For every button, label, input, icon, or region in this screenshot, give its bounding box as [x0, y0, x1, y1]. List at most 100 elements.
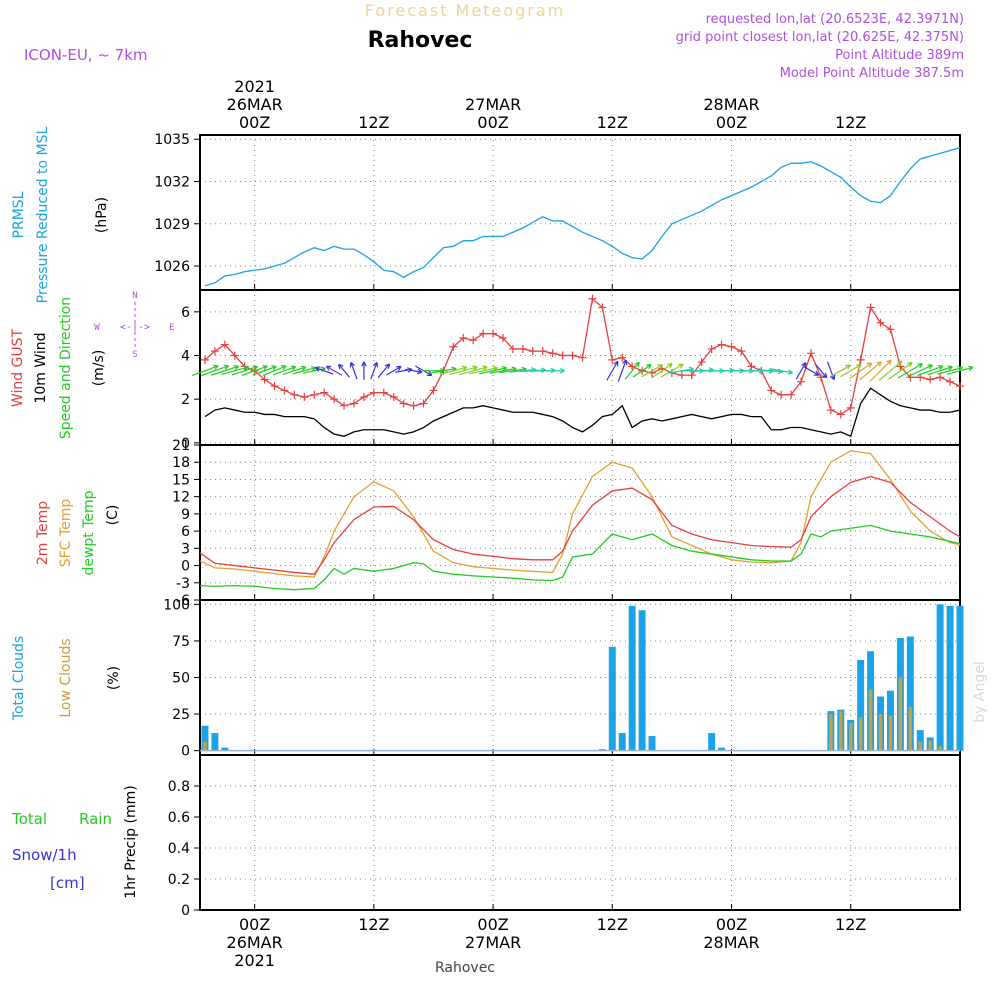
total-cloud-bar — [628, 605, 636, 751]
wind-arrow — [617, 359, 628, 382]
time-tick-label-bottom: 00Z — [239, 915, 270, 934]
wind-arrow — [386, 365, 402, 376]
app-title: Forecast Meteogram — [365, 1, 565, 20]
wind-arrow — [660, 363, 684, 378]
wind-arrow — [262, 365, 287, 377]
gust-point — [489, 329, 498, 338]
dewpt-line — [199, 524, 961, 591]
gust-point — [538, 347, 547, 356]
compass-e: E — [169, 323, 174, 333]
wind-arrow — [802, 365, 820, 376]
total-cloud-bar — [618, 733, 626, 751]
precip-ytick-label: 0.2 — [168, 872, 190, 888]
pressure-ytick-label: 1029 — [154, 217, 190, 233]
gust-point — [946, 377, 955, 386]
wind-arrow — [907, 364, 933, 378]
footer-location: Rahovec — [435, 960, 495, 976]
clouds-ytick-label: 50 — [172, 671, 190, 687]
gust-point — [449, 342, 458, 351]
wind-labels: Wind GUST 10m Wind Speed and Direction (… — [10, 291, 175, 439]
gust-point — [379, 388, 388, 397]
total-cloud-bar — [936, 604, 944, 751]
wind-arrow — [632, 363, 652, 378]
precip-ytick-label: 0.8 — [168, 779, 190, 795]
precip-labels: Total Rain Snow/1h [cm] 1hr Precip (mm) — [11, 785, 139, 898]
precip-frame — [199, 754, 961, 911]
wind10m-line — [204, 387, 961, 438]
time-tick-label-top: 12Z — [597, 113, 628, 132]
gust-point — [310, 390, 319, 399]
sfc-temp-line — [199, 450, 961, 578]
gust-point — [548, 349, 557, 358]
wind-arrow — [897, 363, 923, 379]
temp-2m-label: 2m Temp — [35, 501, 51, 565]
gust-point — [320, 388, 329, 397]
total-cloud-bar — [857, 659, 865, 751]
time-tick-label-bottom: 12Z — [358, 915, 389, 934]
gust-point — [936, 373, 945, 382]
wind-arrow — [624, 361, 640, 380]
gust-point — [588, 294, 597, 303]
temperature-ytick-label: 18 — [172, 455, 190, 471]
low-cloud-bar — [928, 740, 932, 751]
temperature-ytick-label: 9 — [181, 507, 190, 523]
gust-point — [230, 351, 239, 360]
temp-dewpt-label: dewpt Temp — [81, 490, 97, 575]
time-tick-label-bottom: 00Z — [716, 915, 747, 934]
time-tick-label-top: 00Z — [716, 113, 747, 132]
date-label-top: 28MAR — [703, 95, 759, 114]
temperature-ytick-label: 21 — [172, 438, 190, 454]
gust-point — [220, 340, 229, 349]
time-tick-label-bottom: 12Z — [835, 915, 866, 934]
clouds-ytick-label: 0 — [181, 744, 190, 760]
low-cloud-bar — [918, 741, 922, 751]
gust-point — [677, 371, 686, 380]
wind-arrow — [221, 365, 249, 375]
gust-point — [389, 392, 398, 401]
wind-arrow — [191, 364, 219, 377]
gust-point — [618, 353, 627, 362]
model-altitude: Model Point Altitude 387.5m — [780, 66, 964, 81]
wind-arrow — [651, 363, 673, 379]
gust-point — [608, 355, 617, 364]
low-cloud-bar — [888, 715, 893, 751]
wind-arrow — [917, 364, 944, 376]
wind-ytick-label: 2 — [181, 392, 190, 408]
wind-unit: (m/s) — [91, 350, 107, 387]
temperature-ytick-label: 3 — [181, 541, 190, 557]
date-label-bottom: 26MAR — [227, 933, 283, 952]
gust-point — [717, 340, 726, 349]
wind-arrow — [405, 368, 423, 375]
gust-point — [210, 347, 219, 356]
pressure-line — [204, 147, 961, 287]
gust-point — [797, 377, 806, 386]
wind-arrow — [282, 365, 307, 376]
wind-arrow — [449, 365, 478, 376]
total-cloud-bar — [211, 733, 219, 751]
point-altitude: Point Altitude 389m — [835, 48, 964, 63]
gust-point — [528, 347, 537, 356]
temperature-ytick-label: 6 — [181, 524, 190, 540]
gust-point — [508, 344, 517, 353]
precip-cm-label: [cm] — [50, 874, 85, 892]
gust-point — [747, 362, 756, 371]
gust-point — [349, 399, 358, 408]
total-cloud-bar — [906, 636, 914, 751]
pressure-unit: (hPa) — [94, 197, 110, 233]
gust-point — [876, 318, 885, 327]
watermark: by Angel — [972, 661, 988, 722]
gust-point — [409, 401, 418, 410]
total-cloud-bar — [638, 610, 646, 751]
gust-point — [459, 334, 468, 343]
clouds-ytick-label: 25 — [172, 707, 190, 723]
temp-unit: (C) — [105, 505, 121, 526]
gust-point — [558, 351, 567, 360]
temperature-ytick-label: -3 — [176, 576, 190, 592]
wind-arrow — [459, 365, 488, 376]
temperature-ytick-label: 15 — [172, 472, 190, 488]
wind-arrow — [869, 359, 892, 382]
wind-arrow — [314, 366, 334, 375]
gust-point — [846, 403, 855, 412]
gust-point — [578, 353, 587, 362]
gust-point — [956, 382, 964, 391]
